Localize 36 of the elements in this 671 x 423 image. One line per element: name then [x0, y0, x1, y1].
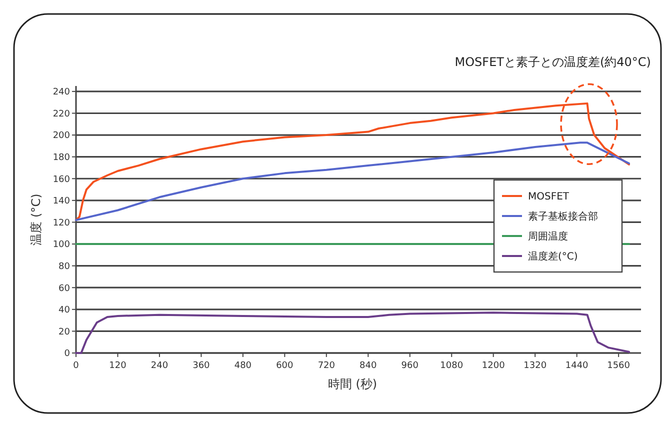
x-tick-label: 0 — [73, 361, 80, 371]
legend-label: 周囲温度 — [528, 230, 568, 242]
x-tick-label: 960 — [401, 361, 419, 371]
y-tick-label: 160 — [52, 174, 70, 185]
x-tick-label: 720 — [318, 361, 336, 371]
x-tick-label: 1560 — [607, 361, 630, 371]
y-tick-label: 180 — [52, 152, 70, 163]
x-tick-label: 360 — [192, 361, 210, 371]
y-tick-label: 200 — [52, 131, 70, 142]
x-tick-label: 120 — [109, 361, 127, 371]
y-tick-label: 40 — [58, 306, 70, 316]
y-tick-label: 220 — [52, 109, 70, 120]
legend-label: 素子基板接合部 — [528, 210, 598, 222]
x-tick-label: 840 — [360, 361, 378, 371]
x-tick-label: 600 — [276, 361, 294, 371]
x-tick-label: 1320 — [524, 361, 547, 371]
y-tick-label: 240 — [52, 88, 70, 98]
text: MOSFETと素子との温度差(約40°C) — [454, 55, 651, 69]
y-tick-label: 100 — [52, 240, 70, 250]
legend-label: 温度差(°C) — [528, 250, 578, 262]
x-tick-label: 240 — [150, 361, 168, 371]
y-tick-label: 20 — [58, 327, 70, 338]
y-tick-label: 120 — [52, 218, 70, 228]
x-tick-label: 1200 — [482, 361, 506, 371]
y-tick-label: 0 — [64, 349, 70, 360]
y-tick-label: 80 — [58, 262, 70, 272]
x-tick-label: 1440 — [565, 361, 589, 371]
line-series — [75, 102, 630, 222]
y-tick-label: 140 — [52, 196, 70, 207]
y-axis-title: 温度 (°C) — [29, 194, 43, 246]
y-tick-label: 60 — [58, 284, 70, 294]
x-tick-label: 1080 — [440, 361, 464, 371]
x-axis-title: 時間 (秒) — [328, 377, 378, 391]
x-tick-label: 480 — [234, 361, 252, 371]
legend-label: MOSFET — [528, 192, 570, 202]
line-series — [75, 142, 630, 222]
